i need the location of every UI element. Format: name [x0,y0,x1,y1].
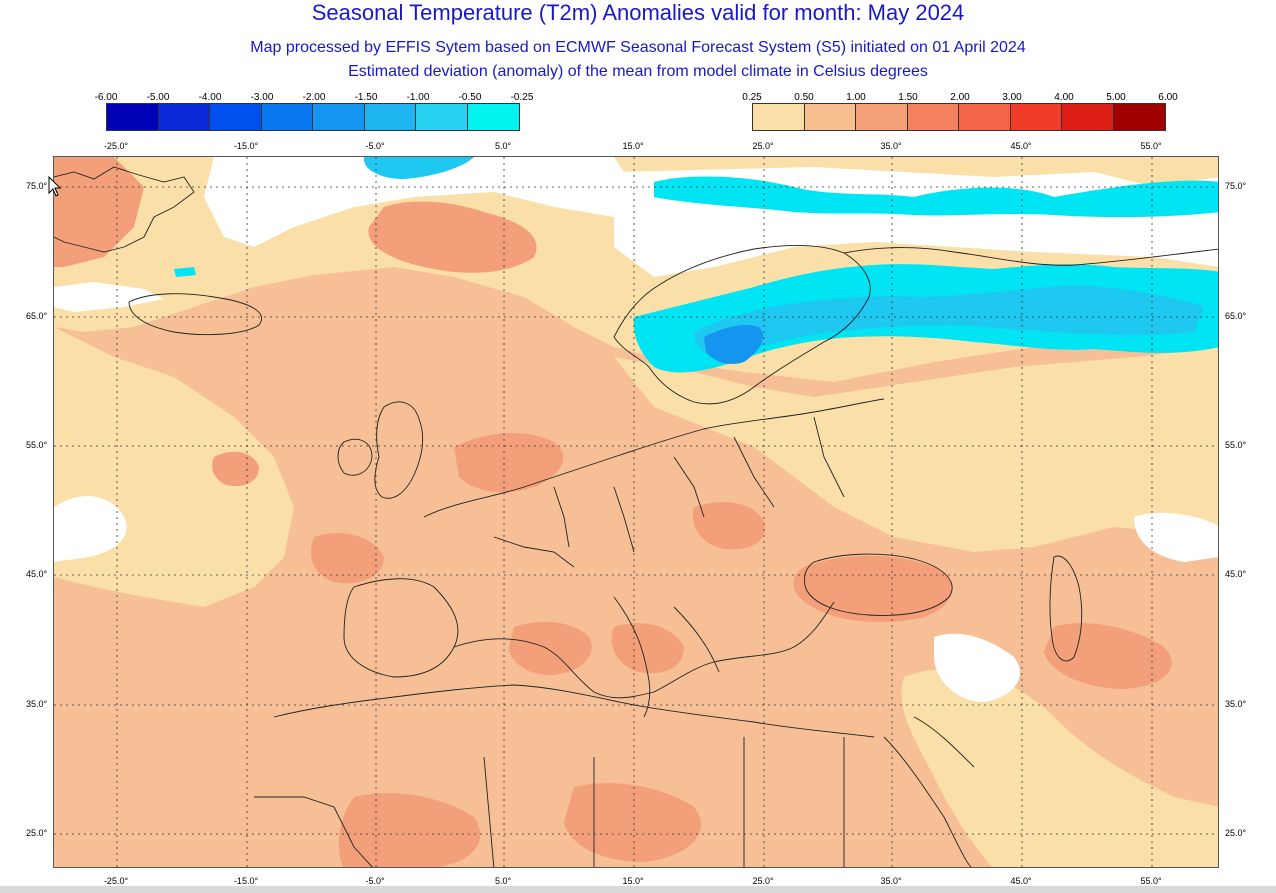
lon-label-bottom: -5.0° [365,876,385,886]
lat-label-left: 45.0° [26,569,48,579]
colorbar-swatch [158,104,210,130]
lon-label-top: -15.0° [233,141,259,151]
lat-label-right: 75.0° [1225,181,1247,191]
coastlines-and-borders [54,166,1218,867]
colorbar-tick-label: 1.00 [846,92,866,103]
window-bottom-edge [0,886,1276,893]
colorbar-swatch [907,104,959,130]
lat-label-left: 25.0° [26,828,48,838]
lat-label-left: 75.0° [26,181,48,191]
lon-label-top: 5.0° [494,141,512,151]
colorbar-swatch [1062,104,1114,130]
lat-label-left: 35.0° [26,699,48,709]
colorbar-tick-label: -6.00 [94,92,118,103]
lon-label-bottom: 55.0° [1140,876,1162,886]
lat-label-right: 55.0° [1225,440,1247,450]
map-svg [54,157,1218,867]
colorbar-tick-label: -4.00 [198,92,222,103]
anomaly-map[interactable] [53,156,1219,868]
colorbar-tick-label: 4.00 [1054,92,1074,103]
colorbar-swatch [416,104,468,130]
colorbar-negative [106,103,520,131]
colorbar-swatch [107,104,159,130]
lon-label-top: 25.0° [752,141,774,151]
lon-label-bottom: 45.0° [1010,876,1032,886]
colorbar-swatch [1010,104,1062,130]
colorbar-tick-label: -2.00 [302,92,326,103]
graticule [54,157,1218,867]
colorbar-swatch [364,104,416,130]
colorbar-swatch [261,104,313,130]
lon-label-top: -5.0° [365,141,385,151]
lon-label-top: 55.0° [1140,141,1162,151]
colorbar-positive [752,103,1166,131]
lon-label-bottom: -15.0° [233,876,259,886]
chart-description: Estimated deviation (anomaly) of the mea… [348,63,928,80]
colorbar-tick-label: -1.00 [406,92,430,103]
colorbar-tick-label: 3.00 [1002,92,1022,103]
lon-label-top: -25.0° [103,141,129,151]
colorbar-swatch [467,104,519,130]
colorbar-swatch [856,104,908,130]
colorbar-tick-label: 2.00 [950,92,970,103]
lat-label-right: 65.0° [1225,311,1247,321]
colorbar-tick-label: -0.50 [458,92,482,103]
stronger-warm-patches [54,157,1172,867]
chart-subtitle: Map processed by EFFIS Sytem based on EC… [250,39,1026,56]
colorbar-swatch [804,104,856,130]
mouse-pointer-icon [48,176,62,197]
lon-label-top: 35.0° [880,141,902,151]
lon-label-bottom: -25.0° [103,876,129,886]
colorbar-swatch [313,104,365,130]
lon-label-bottom: 5.0° [494,876,512,886]
lat-label-left: 55.0° [26,440,48,450]
colorbar-tick-label: 5.00 [1106,92,1126,103]
colorbar-tick-label: -1.50 [354,92,378,103]
colorbar-tick-label: 6.00 [1158,92,1178,103]
lat-label-left: 65.0° [26,311,48,321]
lon-label-top: 45.0° [1010,141,1032,151]
lon-label-bottom: 25.0° [752,876,774,886]
colorbar-tick-label: -3.00 [250,92,274,103]
colorbar-swatch [753,104,805,130]
colorbar-swatch [959,104,1011,130]
cool-anomaly-regions [174,157,1218,373]
colorbar-tick-label: 1.50 [898,92,918,103]
chart-title: Seasonal Temperature (T2m) Anomalies val… [311,0,965,25]
colorbar-tick-label: 0.50 [794,92,814,103]
lat-label-right: 45.0° [1225,569,1247,579]
colorbar-tick-label: -5.00 [146,92,170,103]
lat-label-right: 25.0° [1225,828,1247,838]
colorbar-swatch [210,104,262,130]
lat-label-right: 35.0° [1225,699,1247,709]
lon-label-bottom: 15.0° [622,876,644,886]
neutral-regions [54,157,1218,702]
colorbar-swatch [1113,104,1165,130]
colorbar-tick-label: 0.25 [742,92,762,103]
lon-label-bottom: 35.0° [880,876,902,886]
lon-label-top: 15.0° [622,141,644,151]
colorbar-tick-label: -0.25 [510,92,534,103]
